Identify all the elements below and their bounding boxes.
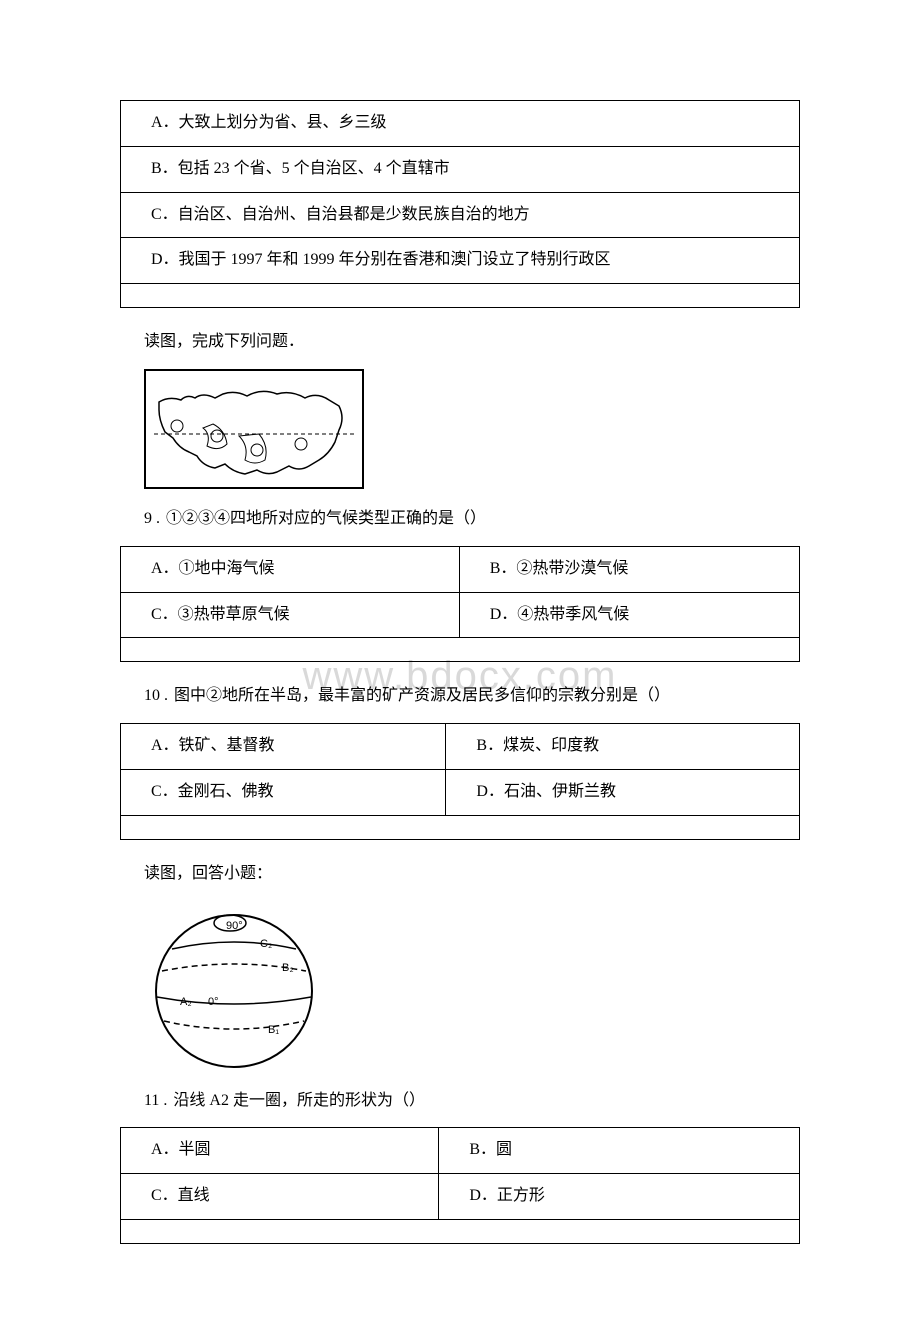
map-intro-text: 读图，完成下列问题． [144, 328, 800, 357]
q11-option-c: C．直线 [121, 1174, 439, 1220]
q10-empty-cell [121, 815, 800, 839]
q8-empty-cell [121, 284, 800, 308]
globe-figure: 90° C₂ B₂ A₂ 0° B₁ [144, 901, 324, 1071]
globe-label-b1: B₁ [268, 1021, 279, 1041]
globe-label-90: 90° [226, 917, 243, 937]
q8-option-c: C．自治区、自治州、自治县都是少数民族自治的地方 [121, 192, 800, 238]
q9-options-table: A．①地中海气候 B．②热带沙漠气候 C．③热带草原气候 D．④热带季风气候 [120, 546, 800, 663]
q8-options-table: A．大致上划分为省、县、乡三级 B．包括 23 个省、5 个自治区、4 个直辖市… [120, 100, 800, 308]
q11-text: 11 . 沿线 A2 走一圈，所走的形状为（） [144, 1087, 800, 1116]
q10-num: 10 . [144, 687, 168, 704]
q10-option-d: D．石油、伊斯兰教 [446, 769, 800, 815]
q10-options-table: A．铁矿、基督教 B．煤炭、印度教 C．金刚石、佛教 D．石油、伊斯兰教 [120, 723, 800, 840]
q11-options-table: A．半圆 B．圆 C．直线 D．正方形 [120, 1127, 800, 1244]
q9-text: 9 . ①②③④四地所对应的气候类型正确的是（） [144, 505, 800, 534]
q8-option-a: A．大致上划分为省、县、乡三级 [121, 101, 800, 147]
q9-option-d: D．④热带季风气候 [459, 592, 799, 638]
q10-option-a: A．铁矿、基督教 [121, 724, 446, 770]
q10-option-b: B．煤炭、印度教 [446, 724, 800, 770]
q11-num: 11 . [144, 1092, 167, 1109]
q8-option-d: D．我国于 1997 年和 1999 年分别在香港和澳门设立了特别行政区 [121, 238, 800, 284]
globe-label-a2: A₂ [180, 993, 192, 1013]
q9-body: ①②③④四地所对应的气候类型正确的是（） [166, 510, 486, 527]
q10-text: 10 . 图中②地所在半岛，最丰富的矿产资源及居民多信仰的宗教分别是（） [144, 682, 800, 711]
q10-option-c: C．金刚石、佛教 [121, 769, 446, 815]
q11-body: 沿线 A2 走一圈，所走的形状为（） [173, 1092, 425, 1109]
q10-body: 图中②地所在半岛，最丰富的矿产资源及居民多信仰的宗教分别是（） [174, 687, 670, 704]
globe-intro-text: 读图，回答小题： [144, 860, 800, 889]
q11-option-b: B．圆 [439, 1128, 800, 1174]
globe-label-c2: C₂ [260, 935, 272, 955]
q9-empty-cell [121, 638, 800, 662]
q9-num: 9 . [144, 510, 160, 527]
q9-option-a: A．①地中海气候 [121, 546, 460, 592]
globe-label-0: 0° [208, 993, 219, 1013]
q11-option-d: D．正方形 [439, 1174, 800, 1220]
q9-option-b: B．②热带沙漠气候 [459, 546, 799, 592]
globe-label-b2: B₂ [282, 959, 294, 979]
q8-option-b: B．包括 23 个省、5 个自治区、4 个直辖市 [121, 146, 800, 192]
asia-map-figure [144, 369, 364, 489]
q11-option-a: A．半圆 [121, 1128, 439, 1174]
q9-option-c: C．③热带草原气候 [121, 592, 460, 638]
q11-empty-cell [121, 1219, 800, 1243]
